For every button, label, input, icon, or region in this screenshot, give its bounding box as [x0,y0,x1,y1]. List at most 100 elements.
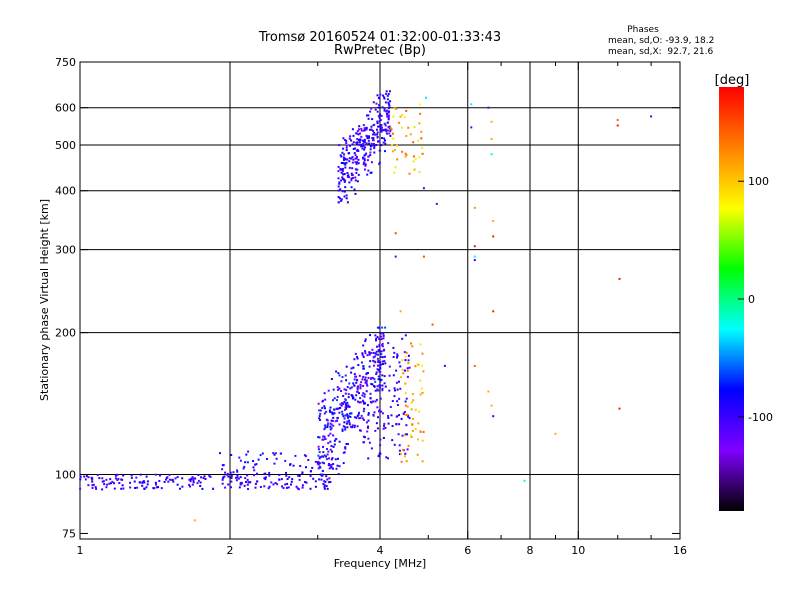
data-point [338,374,341,377]
data-point [341,176,344,179]
data-point [345,389,348,392]
data-point [199,481,202,484]
data-point [403,434,406,437]
data-point [391,150,394,153]
data-point [393,443,396,446]
data-point [344,408,346,411]
data-point [370,377,373,380]
data-point [369,110,372,113]
data-point [114,474,117,477]
data-point [341,190,344,193]
data-point [362,139,365,142]
data-point [94,486,97,488]
data-point [338,387,341,390]
data-point [355,416,358,419]
data-point [379,380,382,383]
data-point [317,448,320,451]
data-point [239,476,242,479]
data-point [327,389,330,392]
data-point [381,326,384,329]
data-point [332,445,335,448]
data-point [91,480,94,483]
data-point [342,415,345,418]
data-point [237,477,240,480]
data-point [362,367,365,370]
data-point [322,462,325,465]
data-point [357,413,360,416]
data-point [378,410,380,413]
data-point [374,108,377,111]
data-point [360,414,363,417]
data-point [87,476,90,479]
data-point [336,408,339,410]
data-point [396,144,398,147]
data-point [363,146,366,149]
data-point [371,144,374,147]
data-point [383,360,386,363]
data-point [354,176,357,179]
data-point [246,478,249,481]
isolated-point [435,202,438,205]
data-point [361,352,364,355]
data-point [318,409,321,412]
data-point [337,185,340,188]
data-point [332,463,335,465]
data-point [366,354,369,357]
x-axis: 1 2 4 6 8 10 16 [77,62,687,557]
data-point [413,168,416,171]
data-point [236,476,239,479]
data-point [376,136,379,139]
data-point [386,113,388,116]
data-point [401,337,404,340]
data-point [362,385,365,387]
data-point [350,425,352,428]
data-point [322,451,325,454]
data-point [321,461,324,464]
data-point [155,483,157,486]
data-point [383,128,386,131]
y-tick-label: 100 [55,469,76,482]
data-point [318,417,321,420]
data-point [378,117,381,120]
data-point [373,151,376,154]
data-point [422,431,425,433]
data-point [367,114,370,117]
data-point [421,391,424,394]
data-point [330,378,333,380]
data-point [404,392,407,395]
data-point [367,457,370,460]
data-point [145,475,148,478]
data-point [353,358,356,361]
data-point [341,429,344,432]
data-point [411,429,414,432]
x-tick-label: 2 [227,544,234,557]
data-point [337,165,340,168]
data-point [399,115,402,118]
data-point [380,410,383,413]
data-point [401,150,404,153]
data-point [342,137,345,140]
data-point [379,332,382,335]
data-point [356,355,358,358]
data-point [322,483,325,485]
data-point [403,411,406,413]
data-point [87,484,90,487]
data-point [113,487,116,490]
data-point [409,133,412,136]
data-point [383,96,386,99]
data-point [363,138,366,141]
data-point [377,97,380,100]
data-point [143,481,146,484]
data-point [376,133,379,136]
data-point [344,414,347,417]
data-point [366,426,369,429]
data-point [395,381,398,384]
data-point [411,423,414,426]
data-point [379,119,382,121]
y-tick-label: 200 [55,327,76,340]
data-point [344,426,347,429]
data-point [374,389,377,392]
data-point [378,326,381,329]
data-point [368,351,371,354]
data-point [362,401,365,404]
